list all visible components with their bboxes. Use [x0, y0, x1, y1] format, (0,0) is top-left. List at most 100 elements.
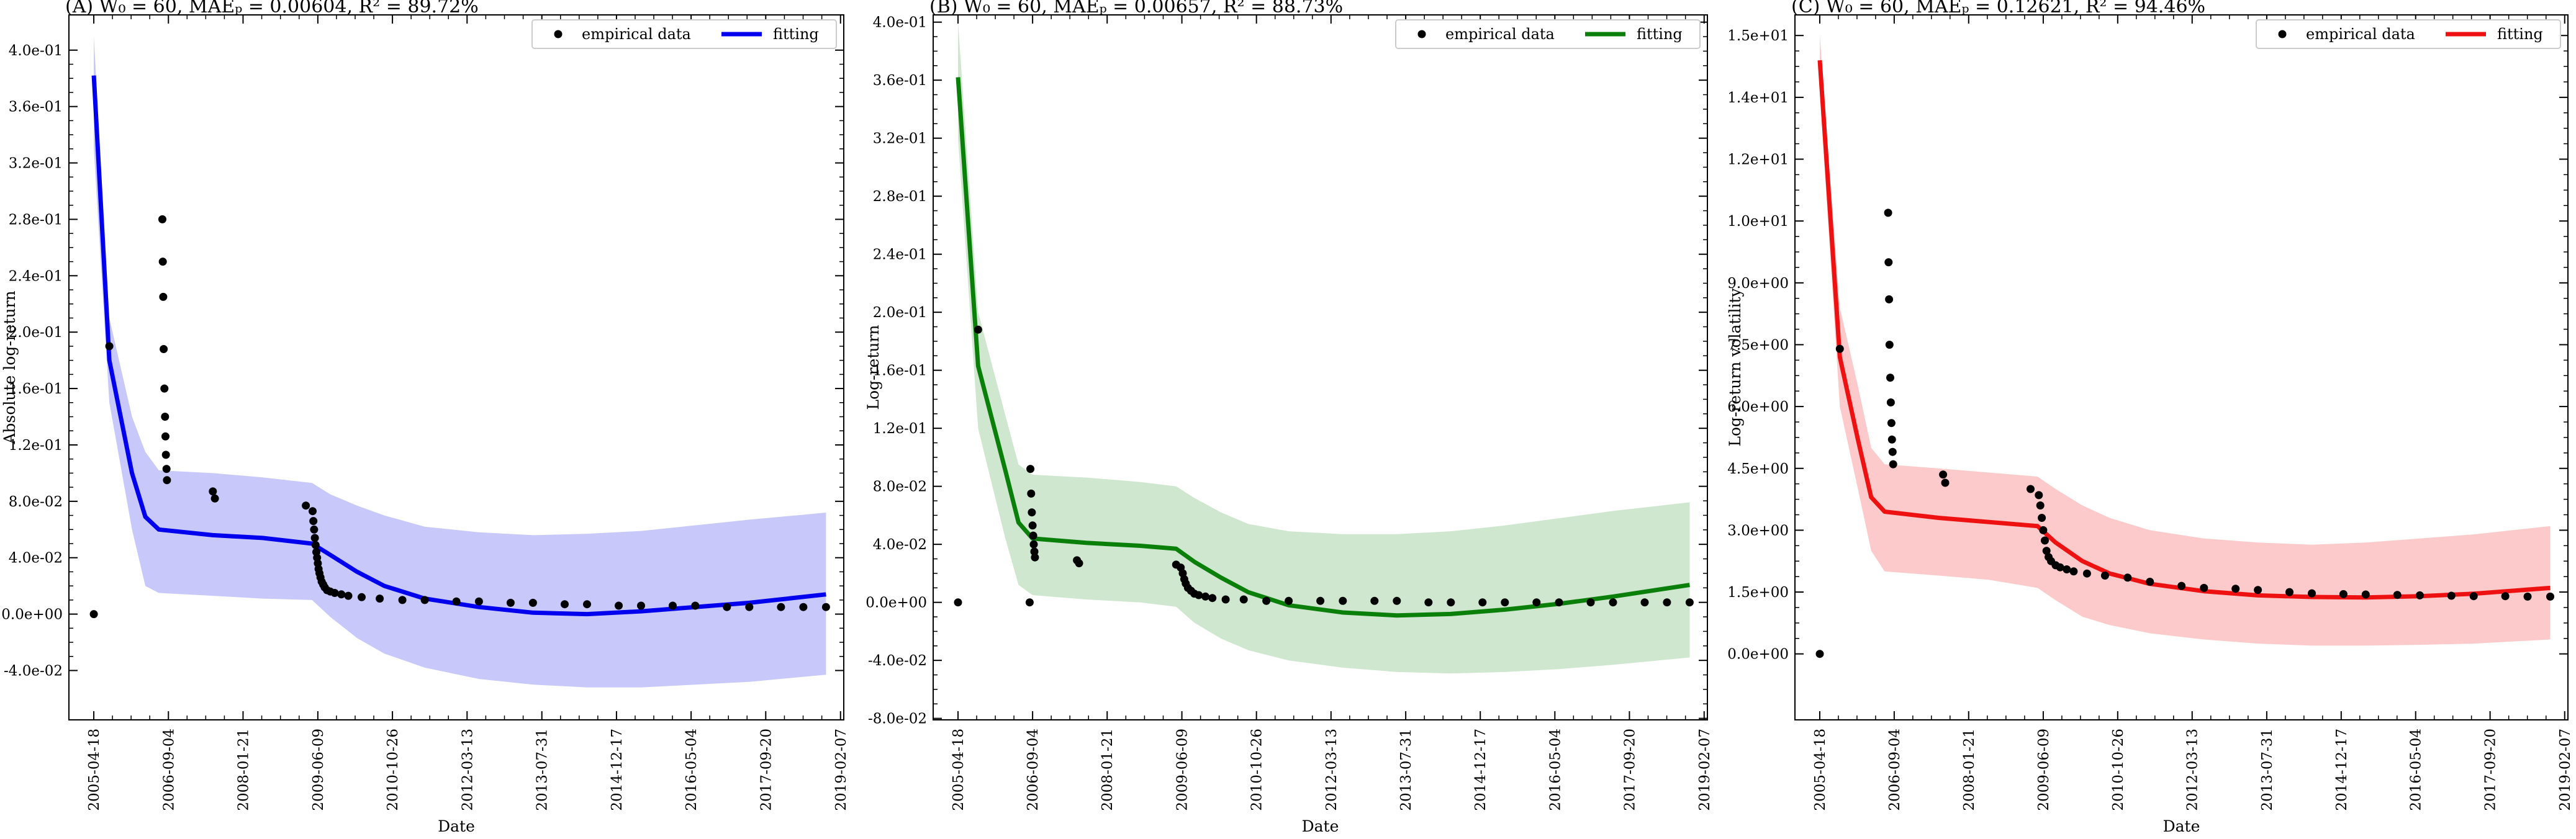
- y-tick-label: 2.8e-01: [9, 212, 63, 228]
- empirical-data-point: [1889, 460, 1897, 469]
- y-axis-label: Log-return volatility: [1726, 287, 1744, 446]
- empirical-data-point: [309, 517, 318, 526]
- empirical-data-point: [1888, 447, 1897, 456]
- legend-empirical-marker: [1417, 30, 1426, 38]
- y-tick-label: 3.6e-01: [873, 73, 927, 89]
- legend-empirical-marker: [2278, 30, 2287, 38]
- empirical-data-point: [2036, 501, 2045, 509]
- empirical-data-point: [615, 601, 623, 610]
- empirical-data-point: [376, 594, 384, 603]
- y-tick-label: 8.0e-02: [9, 494, 63, 510]
- plot-frame: [933, 14, 1708, 720]
- empirical-data-point: [160, 384, 169, 393]
- empirical-data-point: [583, 600, 591, 609]
- plot-area: [89, 36, 830, 688]
- y-tick-label: 1.2e-01: [873, 421, 927, 437]
- x-tick-label: 2012-03-13: [459, 729, 476, 811]
- empirical-data-point: [1262, 596, 1271, 605]
- empirical-data-point: [159, 292, 168, 301]
- y-tick-label: 1.5e+00: [1727, 585, 1789, 601]
- y-tick-label: 3.2e-01: [873, 131, 927, 147]
- y-tick-label: 2.4e-01: [873, 247, 927, 263]
- chart-panel-1: -4.0e-02 0.0e+00 4.0e-02 8.0e-02 1.2e-01 1.6e…: [1, 0, 849, 835]
- empirical-data-point: [2056, 563, 2064, 572]
- empirical-data-point: [506, 598, 515, 607]
- panel-title: (B) W₀ = 60, MAEₚ = 0.00657, R² = 88.73%: [929, 0, 1343, 17]
- y-tick-label: 2.8e-01: [873, 189, 927, 205]
- empirical-data-point: [310, 525, 319, 534]
- empirical-data-point: [158, 258, 167, 266]
- x-tick-label: 2014-12-17: [1473, 729, 1489, 811]
- empirical-data-point: [1887, 435, 1896, 444]
- empirical-data-point: [2447, 591, 2456, 600]
- empirical-data-point: [161, 413, 169, 421]
- empirical-data-point: [2231, 585, 2240, 593]
- y-tick-label: 8.0e-02: [873, 479, 927, 495]
- empirical-data-point: [210, 494, 219, 503]
- empirical-data-point: [2069, 567, 2078, 576]
- empirical-data-point: [1316, 596, 1325, 605]
- empirical-data-point: [337, 590, 346, 599]
- empirical-data-point: [2415, 591, 2424, 599]
- legend-empirical-label: empirical data: [2306, 25, 2415, 43]
- empirical-data-point: [745, 603, 754, 611]
- empirical-data-point: [1339, 596, 1347, 605]
- legend-fitting-label: fitting: [773, 25, 819, 43]
- y-tick-label: 2.0e-01: [873, 305, 927, 321]
- empirical-data-point: [1532, 598, 1541, 607]
- y-tick-label: 2.4e-01: [9, 268, 63, 284]
- y-tick-label: 0.0e+00: [865, 595, 927, 611]
- fitting-line: [91, 75, 826, 617]
- empirical-data-point: [1424, 598, 1433, 607]
- x-tick-label: 2008-01-21: [1100, 729, 1116, 811]
- x-axis-label: Date: [2163, 817, 2200, 835]
- y-tick-label: 3.2e-01: [9, 156, 63, 172]
- x-tick-label: 2016-05-04: [684, 729, 700, 811]
- legend-empirical-marker: [554, 30, 563, 38]
- empirical-data-point: [1025, 598, 1034, 607]
- y-tick-label: 9.0e+00: [1727, 276, 1789, 292]
- empirical-data-point: [105, 342, 114, 351]
- empirical-data-point: [158, 215, 166, 223]
- empirical-data-point: [330, 589, 339, 597]
- empirical-data-point: [1370, 596, 1379, 605]
- empirical-data-point: [2042, 547, 2051, 555]
- empirical-data-point: [1885, 295, 1894, 303]
- empirical-data-point: [799, 603, 808, 611]
- empirical-data-point: [1478, 598, 1487, 607]
- empirical-data-point: [2177, 581, 2186, 590]
- empirical-data-point: [723, 603, 731, 611]
- y-tick-label: 7.5e+00: [1727, 337, 1789, 353]
- empirical-data-point: [2308, 589, 2316, 598]
- empirical-data-point: [1027, 489, 1036, 498]
- empirical-data-point: [1886, 374, 1894, 382]
- y-tick-label: 1.0e+01: [1727, 213, 1789, 230]
- empirical-data-point: [2063, 565, 2071, 573]
- chart-panel-3: 0.0e+00 1.5e+00 3.0e+00 4.5e+00 6.0e+00 7.5e+…: [1726, 0, 2574, 835]
- empirical-data-point: [2361, 590, 2370, 599]
- y-tick-label: 4.0e-01: [873, 15, 927, 31]
- empirical-data-point: [1031, 553, 1039, 562]
- x-tick-label: 2016-05-04: [1547, 729, 1563, 811]
- empirical-data-point: [344, 591, 353, 600]
- empirical-data-point: [1029, 531, 1037, 540]
- y-axis-label: Log-return: [864, 325, 882, 410]
- empirical-data-point: [2254, 586, 2262, 594]
- plot-area: [954, 22, 1694, 674]
- empirical-data-point: [2393, 591, 2402, 599]
- x-tick-label: 2017-09-20: [1622, 729, 1638, 811]
- empirical-data-point: [310, 534, 319, 542]
- legend: empirical data fitting: [531, 19, 837, 49]
- plot-frame: [68, 14, 844, 720]
- empirical-data-point: [1195, 591, 1203, 599]
- legend-fitting-label: fitting: [2497, 25, 2543, 43]
- empirical-data-point: [1884, 209, 1892, 217]
- legend-box: [2256, 19, 2561, 49]
- empirical-data-point: [209, 487, 217, 496]
- x-tick-label: 2006-09-04: [1887, 729, 1903, 811]
- empirical-data-point: [1663, 598, 1671, 607]
- empirical-data-point: [162, 465, 171, 473]
- confidence-band: [958, 22, 1690, 674]
- empirical-data-point: [2523, 592, 2532, 601]
- x-tick-label: 2006-09-04: [1025, 729, 1041, 811]
